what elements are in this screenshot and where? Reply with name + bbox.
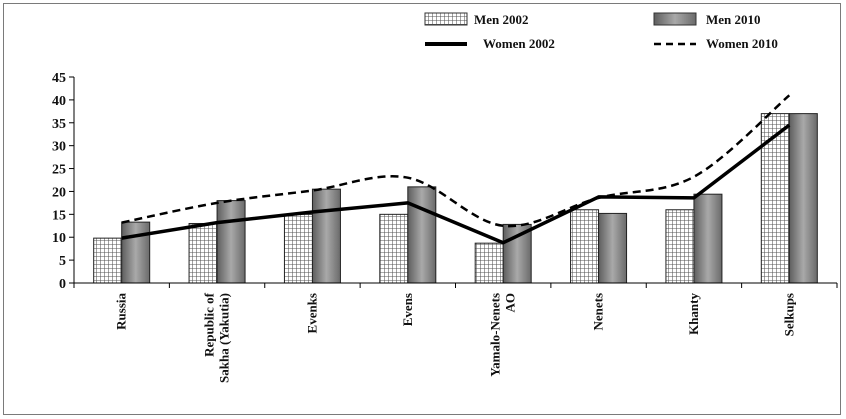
category-label: Evens (400, 293, 415, 326)
y-tick-label: 0 (59, 277, 66, 292)
series-lines (121, 94, 791, 245)
bar-men-2010 (311, 188, 341, 284)
category-label-line: Russia (114, 293, 129, 330)
bar-men-2002 (379, 213, 409, 284)
legend-swatch-men-2010 (653, 12, 697, 26)
legend: Men 2002 Men 2010 Women 2002 Women 2010 (424, 12, 778, 51)
category-label-line: Evens (400, 293, 415, 326)
bar-men-2002 (93, 237, 123, 284)
bar-men-2002 (188, 222, 218, 284)
category-label: Selkups (781, 293, 796, 336)
category-label-line: Evenks (304, 293, 319, 333)
y-axis: 0 5 10 15 20 25 30 35 40 45 (52, 71, 75, 292)
category-label: Khanty (686, 293, 701, 335)
bar-men-2002 (283, 213, 313, 284)
y-tick-label: 25 (52, 163, 66, 178)
y-tick-label: 45 (52, 71, 66, 86)
legend-label-women-2002: Women 2002 (483, 36, 555, 51)
category-label-line: Republic of (202, 292, 217, 357)
y-tick-label: 20 (52, 185, 66, 200)
y-tick-label: 15 (52, 208, 66, 223)
category-label: Yamalo-NenetsAO (488, 293, 518, 377)
bar-men-2002 (665, 209, 695, 284)
y-tick-label: 40 (52, 94, 66, 109)
legend-label-women-2010: Women 2010 (706, 36, 778, 51)
bar-men-2002 (760, 113, 790, 284)
bars (93, 113, 818, 284)
category-label-line: Selkups (781, 293, 796, 336)
bar-men-2010 (598, 212, 628, 284)
bar-men-2002 (570, 209, 600, 284)
y-tick-label: 10 (52, 231, 66, 246)
category-label-line: Khanty (686, 293, 701, 335)
category-label-line: Sakha (Yakutia) (217, 293, 232, 383)
line-women-2010 (121, 94, 791, 228)
legend-swatch-men-2002 (424, 12, 468, 26)
legend-label-men-2010: Men 2010 (706, 12, 761, 27)
legend-label-men-2002: Men 2002 (474, 12, 529, 27)
category-label: Nenets (591, 293, 606, 331)
bar-men-2010 (216, 200, 246, 284)
bar-men-2010 (693, 193, 723, 284)
category-label: Russia (114, 293, 129, 330)
category-label: Republic ofSakha (Yakutia) (202, 292, 232, 383)
bar-men-2010 (788, 113, 818, 284)
category-label-line: AO (503, 293, 518, 313)
bar-men-2010 (407, 186, 437, 284)
bar-men-2010 (121, 221, 151, 284)
category-label: Evenks (304, 293, 319, 333)
y-tick-label: 35 (52, 117, 66, 132)
category-label-line: Yamalo-Nenets (488, 293, 503, 377)
category-label-line: Nenets (591, 293, 606, 331)
x-axis: Russia Republic ofSakha (Yakutia) Evenks Ev… (73, 282, 838, 383)
y-tick-label: 30 (52, 140, 66, 155)
bar-men-2002 (474, 242, 504, 284)
y-tick-label: 5 (59, 254, 66, 269)
line-women-2002 (121, 123, 791, 245)
